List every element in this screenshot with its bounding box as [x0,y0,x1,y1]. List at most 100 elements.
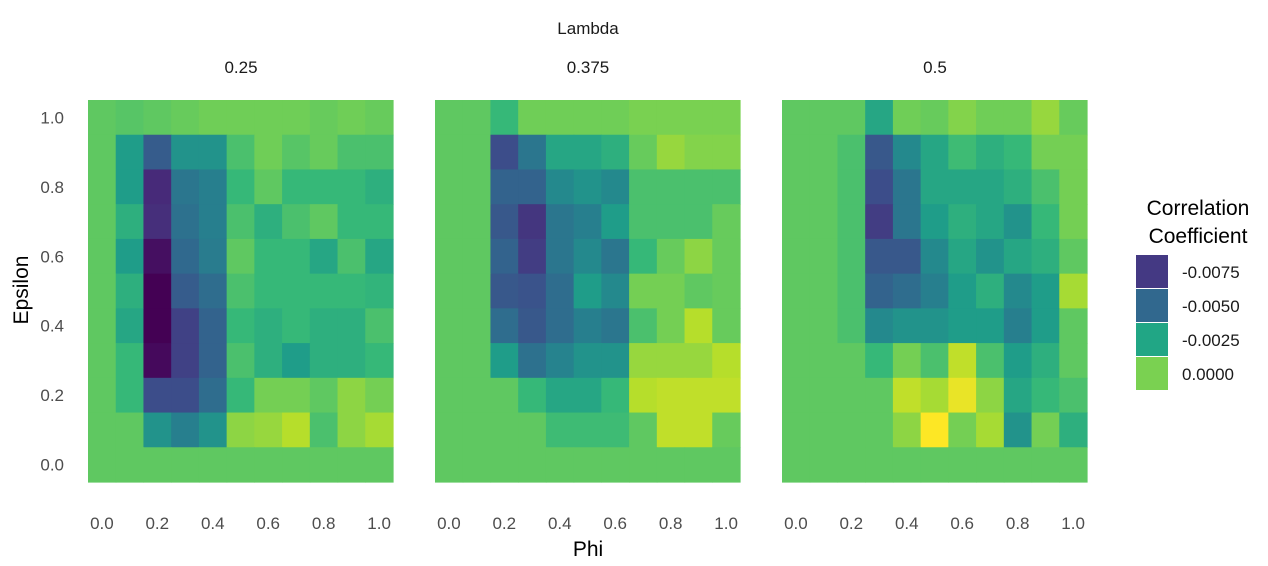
heatmap-cell [462,169,492,205]
heatmap-cell [573,343,602,379]
heatmap-cell [976,377,1005,414]
heatmap-cell [365,169,394,205]
heatmap-cell [282,377,311,414]
legend-key [1136,289,1168,322]
heatmap-cell [309,238,339,275]
heatmap-cell [629,204,658,240]
heatmap-cell [782,343,811,379]
y-tick-label: 0.0 [40,456,64,475]
heatmap-cell [809,447,839,483]
heatmap-cell [198,134,228,171]
heatmap-cell [309,273,339,309]
facet-label-0.5: 0.5 [923,58,947,77]
heatmap-cell [1059,134,1088,171]
heatmap-cell [545,100,575,136]
heatmap-cell [629,447,658,483]
heatmap-cell [143,169,172,205]
heatmap-cell [115,412,145,448]
x-tick-label: 0.2 [145,514,169,533]
heatmap-cell [462,412,492,448]
heatmap-panel-lambda-0.25 [88,100,394,483]
heatmap-cell [601,238,630,275]
heatmap-cell [143,412,172,448]
heatmap-cell [254,169,283,205]
x-tick-label: 0.8 [659,514,683,533]
heatmap-cell [809,343,839,379]
heatmap-cell [309,308,339,344]
legend: Correlation Coefficient -0.0075-0.0050-0… [1136,197,1249,390]
heatmap-cell [1031,343,1060,379]
heatmap-cell [656,169,686,205]
heatmap-cell [712,169,741,205]
heatmap-cell [629,412,658,448]
heatmap-cell [601,343,630,379]
heatmap-cell [629,343,658,379]
legend-key [1136,323,1168,356]
legend-label: 0.0000 [1182,365,1234,384]
heatmap-cell [88,204,117,240]
heatmap-cell [573,412,602,448]
heatmap-cell [171,204,200,240]
heatmap-cell [282,447,311,483]
heatmap-cell [198,412,228,448]
heatmap-cell [809,412,839,448]
heatmap-cell [309,343,339,379]
heatmap-cell [518,343,547,379]
x-tick-label: 0.2 [839,514,863,533]
y-tick-label: 0.4 [40,317,64,336]
heatmap-cell [948,273,977,309]
heatmap-cell [1031,308,1060,344]
heatmap-cell [518,238,547,275]
heatmap-cell [518,134,547,171]
heatmap-cell [1031,100,1060,136]
heatmap-cell [629,134,658,171]
heatmap-cell [490,308,519,344]
heatmap-cell [545,204,575,240]
heatmap-cell [782,204,811,240]
heatmap-panel-lambda-0.5 [782,100,1088,483]
heatmap-cell [435,100,464,136]
heatmap-cell [976,273,1005,309]
heatmap-cell [684,447,713,483]
legend-label: -0.0025 [1182,331,1240,350]
heatmap-cell [143,204,172,240]
heatmap-cell [837,308,866,344]
heatmap-cell [226,204,255,240]
heatmap-cell [462,308,492,344]
heatmap-cell [282,100,311,136]
heatmap-cell [309,169,339,205]
heatmap-cell [518,100,547,136]
heatmap-cell [809,204,839,240]
heatmap-cell [365,343,394,379]
heatmap-cell [1003,308,1033,344]
heatmap-cell [171,412,200,448]
heatmap-cell [1003,204,1033,240]
legend-key [1136,255,1168,288]
heatmap-cell [462,238,492,275]
heatmap-cell [365,134,394,171]
heatmap-cell [712,238,741,275]
heatmap-cell [198,204,228,240]
x-tick-label: 1.0 [1061,514,1085,533]
x-tick-label: 0.4 [548,514,572,533]
heatmap-cell [601,169,630,205]
heatmap-cell [656,238,686,275]
heatmap-cell [88,377,117,414]
heatmap-cell [365,273,394,309]
heatmap-cell [337,308,366,344]
heatmap-cell [490,377,519,414]
heatmap-cell [115,204,145,240]
heatmap-cell [490,238,519,275]
heatmap-cell [865,308,894,344]
heatmap-cell [684,343,713,379]
heatmap-cell [656,273,686,309]
heatmap-cell [976,412,1005,448]
heatmap-cell [1003,447,1033,483]
heatmap-cell [226,273,255,309]
heatmap-cell [573,238,602,275]
x-axis-ticks: 0.0 0.2 0.4 0.6 0.8 1.0 0.0 0.2 0.4 0.6 0.8 1.0 0.0 0… [90,514,1085,533]
heatmap-cell [254,308,283,344]
heatmap-cell [171,134,200,171]
heatmap-cell [282,343,311,379]
